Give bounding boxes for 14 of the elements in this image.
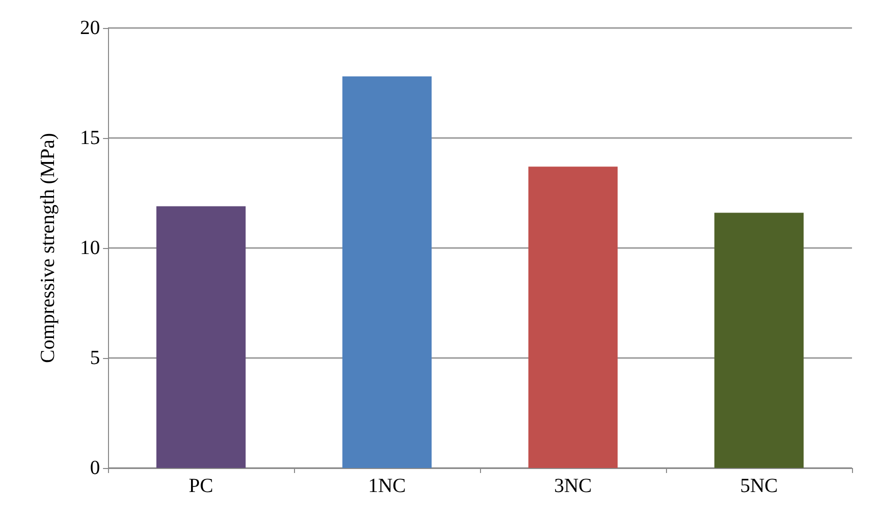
y-tick-label: 20 xyxy=(80,17,100,39)
bar xyxy=(342,76,432,468)
y-tick-label: 0 xyxy=(90,457,100,479)
x-tick-label: 3NC xyxy=(554,475,592,497)
x-tick-label: 1NC xyxy=(368,475,406,497)
y-tick-label: 5 xyxy=(90,347,100,369)
y-axis-title: Compressive strength (MPa) xyxy=(37,133,59,363)
x-tick-label: 5NC xyxy=(740,475,778,497)
bar xyxy=(714,212,804,468)
bar xyxy=(156,206,246,468)
x-tick-label: PC xyxy=(188,475,214,497)
bar xyxy=(528,166,618,468)
y-tick-label: 15 xyxy=(80,127,100,149)
y-tick-label: 10 xyxy=(80,237,100,259)
